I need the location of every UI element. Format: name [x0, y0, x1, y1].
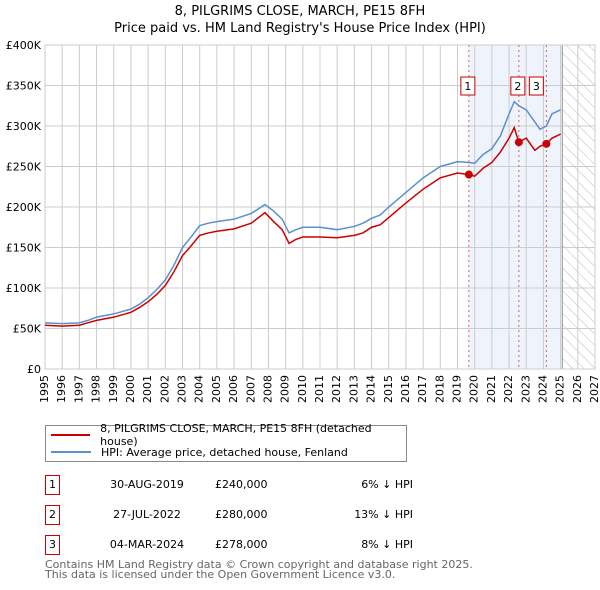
- chart-subtitle: Price paid vs. HM Land Registry's House …: [114, 21, 486, 36]
- sale-point: [464, 170, 473, 179]
- x-tick-label: 2027: [588, 375, 600, 403]
- sale-price: £278,000: [215, 538, 268, 551]
- x-tick-label: 1997: [72, 375, 85, 403]
- x-tick-label: 1998: [90, 375, 103, 403]
- y-tick-label: £400K: [6, 39, 42, 52]
- y-tick-label: £300K: [6, 120, 42, 133]
- sale-point: [514, 138, 523, 147]
- x-tick-label: 1996: [55, 375, 68, 403]
- sale-number: 1: [45, 475, 60, 495]
- x-tick-label: 2011: [313, 375, 326, 403]
- x-tick-label: 2013: [347, 375, 360, 403]
- chart-title: 8, PILGRIMS CLOSE, MARCH, PE15 8FH: [174, 4, 426, 19]
- sale-date: 27-JUL-2022: [113, 508, 181, 521]
- x-tick-label: 2001: [141, 375, 154, 403]
- y-tick-label: £0: [27, 363, 41, 376]
- legend-item-hpi: HPI: Average price, detached house, Fenl…: [46, 444, 348, 460]
- x-tick-label: 2019: [451, 375, 464, 403]
- x-tick-label: 2008: [261, 375, 274, 403]
- series-line: [44, 100, 561, 325]
- x-tick-label: 2014: [365, 375, 378, 403]
- sale-label: 3: [533, 80, 540, 93]
- sale-label-box: [528, 76, 544, 96]
- series-line: [44, 125, 561, 327]
- sale-label: 2: [514, 80, 521, 93]
- sale-label-box: [510, 76, 526, 96]
- sale-number: 3: [45, 535, 60, 555]
- x-tick-label: 2007: [244, 375, 257, 403]
- x-tick-label: 2024: [536, 375, 549, 403]
- y-tick-label: £350K: [6, 80, 42, 93]
- x-tick-label: 2021: [485, 375, 498, 403]
- sale-number: 2: [45, 505, 60, 525]
- footer-line-1: Contains HM Land Registry data © Crown c…: [45, 558, 473, 571]
- price-chart: 1995 1996 1997 1998 1999 2000 2001 2002 2003 2004…: [6, 39, 600, 403]
- y-tick-label: £250K: [6, 161, 42, 174]
- footer: Contains HM Land Registry data © Crown c…: [45, 558, 473, 581]
- x-tick-label: 2020: [468, 375, 481, 403]
- sale-row: 1 30-AUG-2019 £240,000 6% ↓ HPI: [45, 475, 425, 495]
- x-tick-label: 2025: [554, 375, 567, 403]
- sale-label: 1: [464, 80, 471, 93]
- x-tick-label: 2016: [399, 375, 412, 403]
- x-tick-label: 2003: [176, 375, 189, 403]
- legend-label: HPI: Average price, detached house, Fenl…: [101, 445, 348, 459]
- y-tick-label: £50K: [13, 323, 42, 336]
- sale-row: 2 27-JUL-2022 £280,000 13% ↓ HPI: [45, 505, 425, 525]
- x-tick-label: 2017: [416, 375, 429, 403]
- x-tick-label: 2002: [158, 375, 171, 403]
- x-tick-label: 1999: [107, 375, 120, 403]
- sale-hpi-diff: 6% ↓ HPI: [361, 478, 413, 491]
- y-tick-label: £150K: [6, 242, 42, 255]
- x-tick-label: 2009: [279, 375, 292, 403]
- sale-date: 04-MAR-2024: [109, 538, 185, 551]
- sale-row: 3 04-MAR-2024 £278,000 8% ↓ HPI: [45, 535, 425, 555]
- plot-frame: [44, 44, 596, 370]
- sale-price: £280,000: [215, 508, 268, 521]
- sale-date: 30-AUG-2019: [110, 478, 184, 491]
- y-tick-label: £100K: [6, 282, 42, 295]
- x-tick-label: 1995: [38, 375, 51, 403]
- y-tick-label: £200K: [6, 201, 42, 214]
- x-tick-label: 2023: [519, 375, 532, 403]
- sale-label-box: [460, 76, 476, 96]
- sale-hpi-diff: 8% ↓ HPI: [361, 538, 413, 551]
- sale-price: £240,000: [215, 478, 268, 491]
- legend-item-property: 8, PILGRIMS CLOSE, MARCH, PE15 8FH (deta…: [46, 422, 406, 448]
- x-tick-label: 2018: [433, 375, 446, 403]
- x-tick-label: 2006: [227, 375, 240, 403]
- x-tick-label: 2015: [382, 375, 395, 403]
- sale-point: [542, 139, 551, 148]
- x-tick-label: 2026: [571, 375, 584, 403]
- x-tick-label: 2010: [296, 375, 309, 403]
- x-tick-label: 2004: [193, 375, 206, 403]
- footer-line-2: This data is licensed under the Open Gov…: [45, 568, 396, 581]
- x-tick-label: 2000: [124, 375, 137, 403]
- legend: 8, PILGRIMS CLOSE, MARCH, PE15 8FH (deta…: [45, 422, 407, 462]
- x-tick-label: 2022: [502, 375, 515, 403]
- x-tick-label: 2012: [330, 375, 343, 403]
- sale-hpi-diff: 13% ↓ HPI: [354, 508, 413, 521]
- x-tick-label: 2005: [210, 375, 223, 403]
- legend-label: 8, PILGRIMS CLOSE, MARCH, PE15 8FH (deta…: [100, 422, 372, 448]
